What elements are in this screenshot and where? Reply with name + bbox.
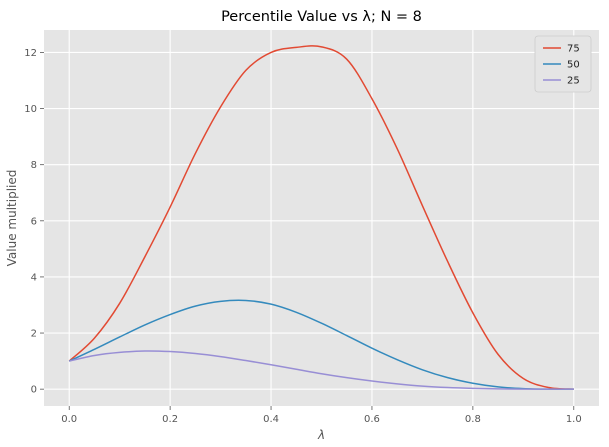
x-axis-ticks: 0.0 0.2 0.4 0.6 0.8 1.0 (61, 406, 582, 425)
legend-box (534, 35, 592, 93)
y-axis-ticks: 0 2 4 6 8 10 12 (24, 48, 44, 396)
y-tick-label: 4 (31, 272, 37, 283)
series-line-75 (68, 45, 574, 390)
x-axis-label: λ (317, 428, 325, 442)
legend-label-25: 25 (567, 76, 580, 87)
legend: 75 50 25 (534, 35, 592, 93)
grid (44, 30, 599, 406)
legend-label-50: 50 (567, 60, 580, 71)
y-axis-label: Value multiplied (5, 170, 19, 267)
series-line-25 (69, 350, 574, 390)
x-tick-label: 1.0 (566, 414, 582, 425)
legend-label-75: 75 (567, 44, 580, 55)
y-tick-label: 10 (24, 104, 37, 115)
y-tick-label: 0 (31, 385, 37, 396)
x-tick-label: 0.2 (162, 414, 178, 425)
x-tick-label: 0.6 (364, 414, 380, 425)
y-tick-label: 8 (31, 160, 37, 171)
plot-area (44, 30, 599, 406)
x-tick-label: 0.0 (61, 414, 77, 425)
x-tick-label: 0.8 (465, 414, 481, 425)
series-line-50 (68, 299, 574, 390)
y-tick-label: 12 (24, 48, 37, 59)
x-tick-label: 0.4 (263, 414, 279, 425)
y-tick-label: 6 (31, 216, 37, 227)
chart-title: Percentile Value vs λ; N = 8 (221, 9, 422, 25)
series-layer (68, 45, 574, 390)
y-tick-label: 2 (31, 329, 37, 340)
